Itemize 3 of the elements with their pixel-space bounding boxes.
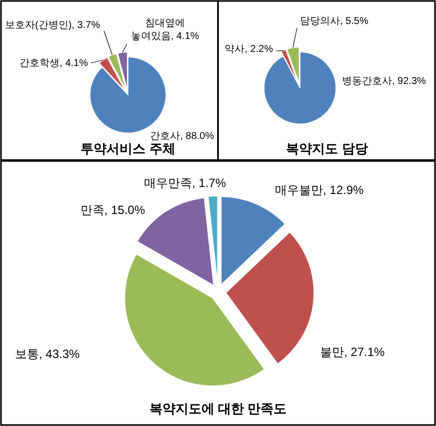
title: 복약지도에 대한 만족도 [149, 401, 287, 416]
title: 투약서비스 주체 [80, 141, 176, 156]
title: 복약지도 담당 [286, 141, 368, 156]
